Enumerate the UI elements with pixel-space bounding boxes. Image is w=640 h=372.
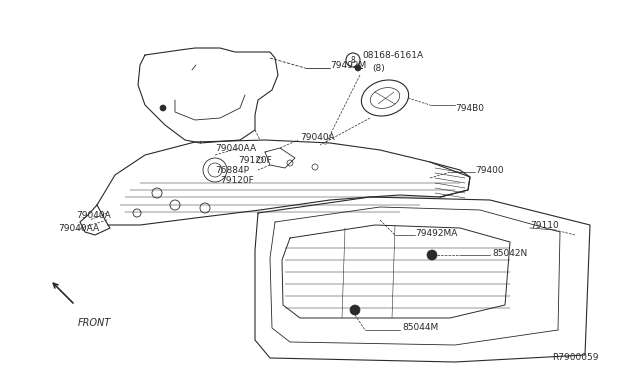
- Text: 79040A: 79040A: [300, 132, 335, 141]
- Text: 79120F: 79120F: [238, 155, 272, 164]
- Circle shape: [355, 65, 361, 71]
- Text: 79492MA: 79492MA: [415, 228, 458, 237]
- Text: 79040AA: 79040AA: [58, 224, 99, 232]
- Text: 79120F: 79120F: [220, 176, 253, 185]
- Text: (8): (8): [372, 64, 385, 73]
- Text: 8: 8: [351, 55, 355, 64]
- Text: 85042N: 85042N: [492, 248, 527, 257]
- Text: R7900059: R7900059: [552, 353, 598, 362]
- Text: 08168-6161A: 08168-6161A: [362, 51, 423, 60]
- Text: 79492M: 79492M: [330, 61, 366, 70]
- Text: 794B0: 794B0: [455, 103, 484, 112]
- Circle shape: [350, 305, 360, 315]
- Text: 79040A: 79040A: [76, 211, 111, 219]
- Circle shape: [160, 105, 166, 111]
- Text: 79040AA: 79040AA: [215, 144, 256, 153]
- Text: 85044M: 85044M: [402, 324, 438, 333]
- Circle shape: [427, 250, 437, 260]
- Text: FRONT: FRONT: [78, 318, 111, 328]
- Text: 76884P: 76884P: [215, 166, 249, 174]
- Text: 79400: 79400: [475, 166, 504, 174]
- Text: 79110: 79110: [530, 221, 559, 230]
